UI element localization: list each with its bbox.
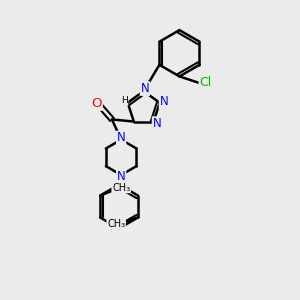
Text: H: H [121,96,128,105]
Text: CH₃: CH₃ [112,183,130,193]
Text: N: N [160,95,168,108]
Text: N: N [117,170,126,183]
Text: N: N [153,117,161,130]
Text: N: N [141,82,149,95]
Text: N: N [117,131,126,145]
Text: O: O [92,97,102,110]
Text: CH₃: CH₃ [107,219,125,229]
Text: Cl: Cl [200,76,211,89]
